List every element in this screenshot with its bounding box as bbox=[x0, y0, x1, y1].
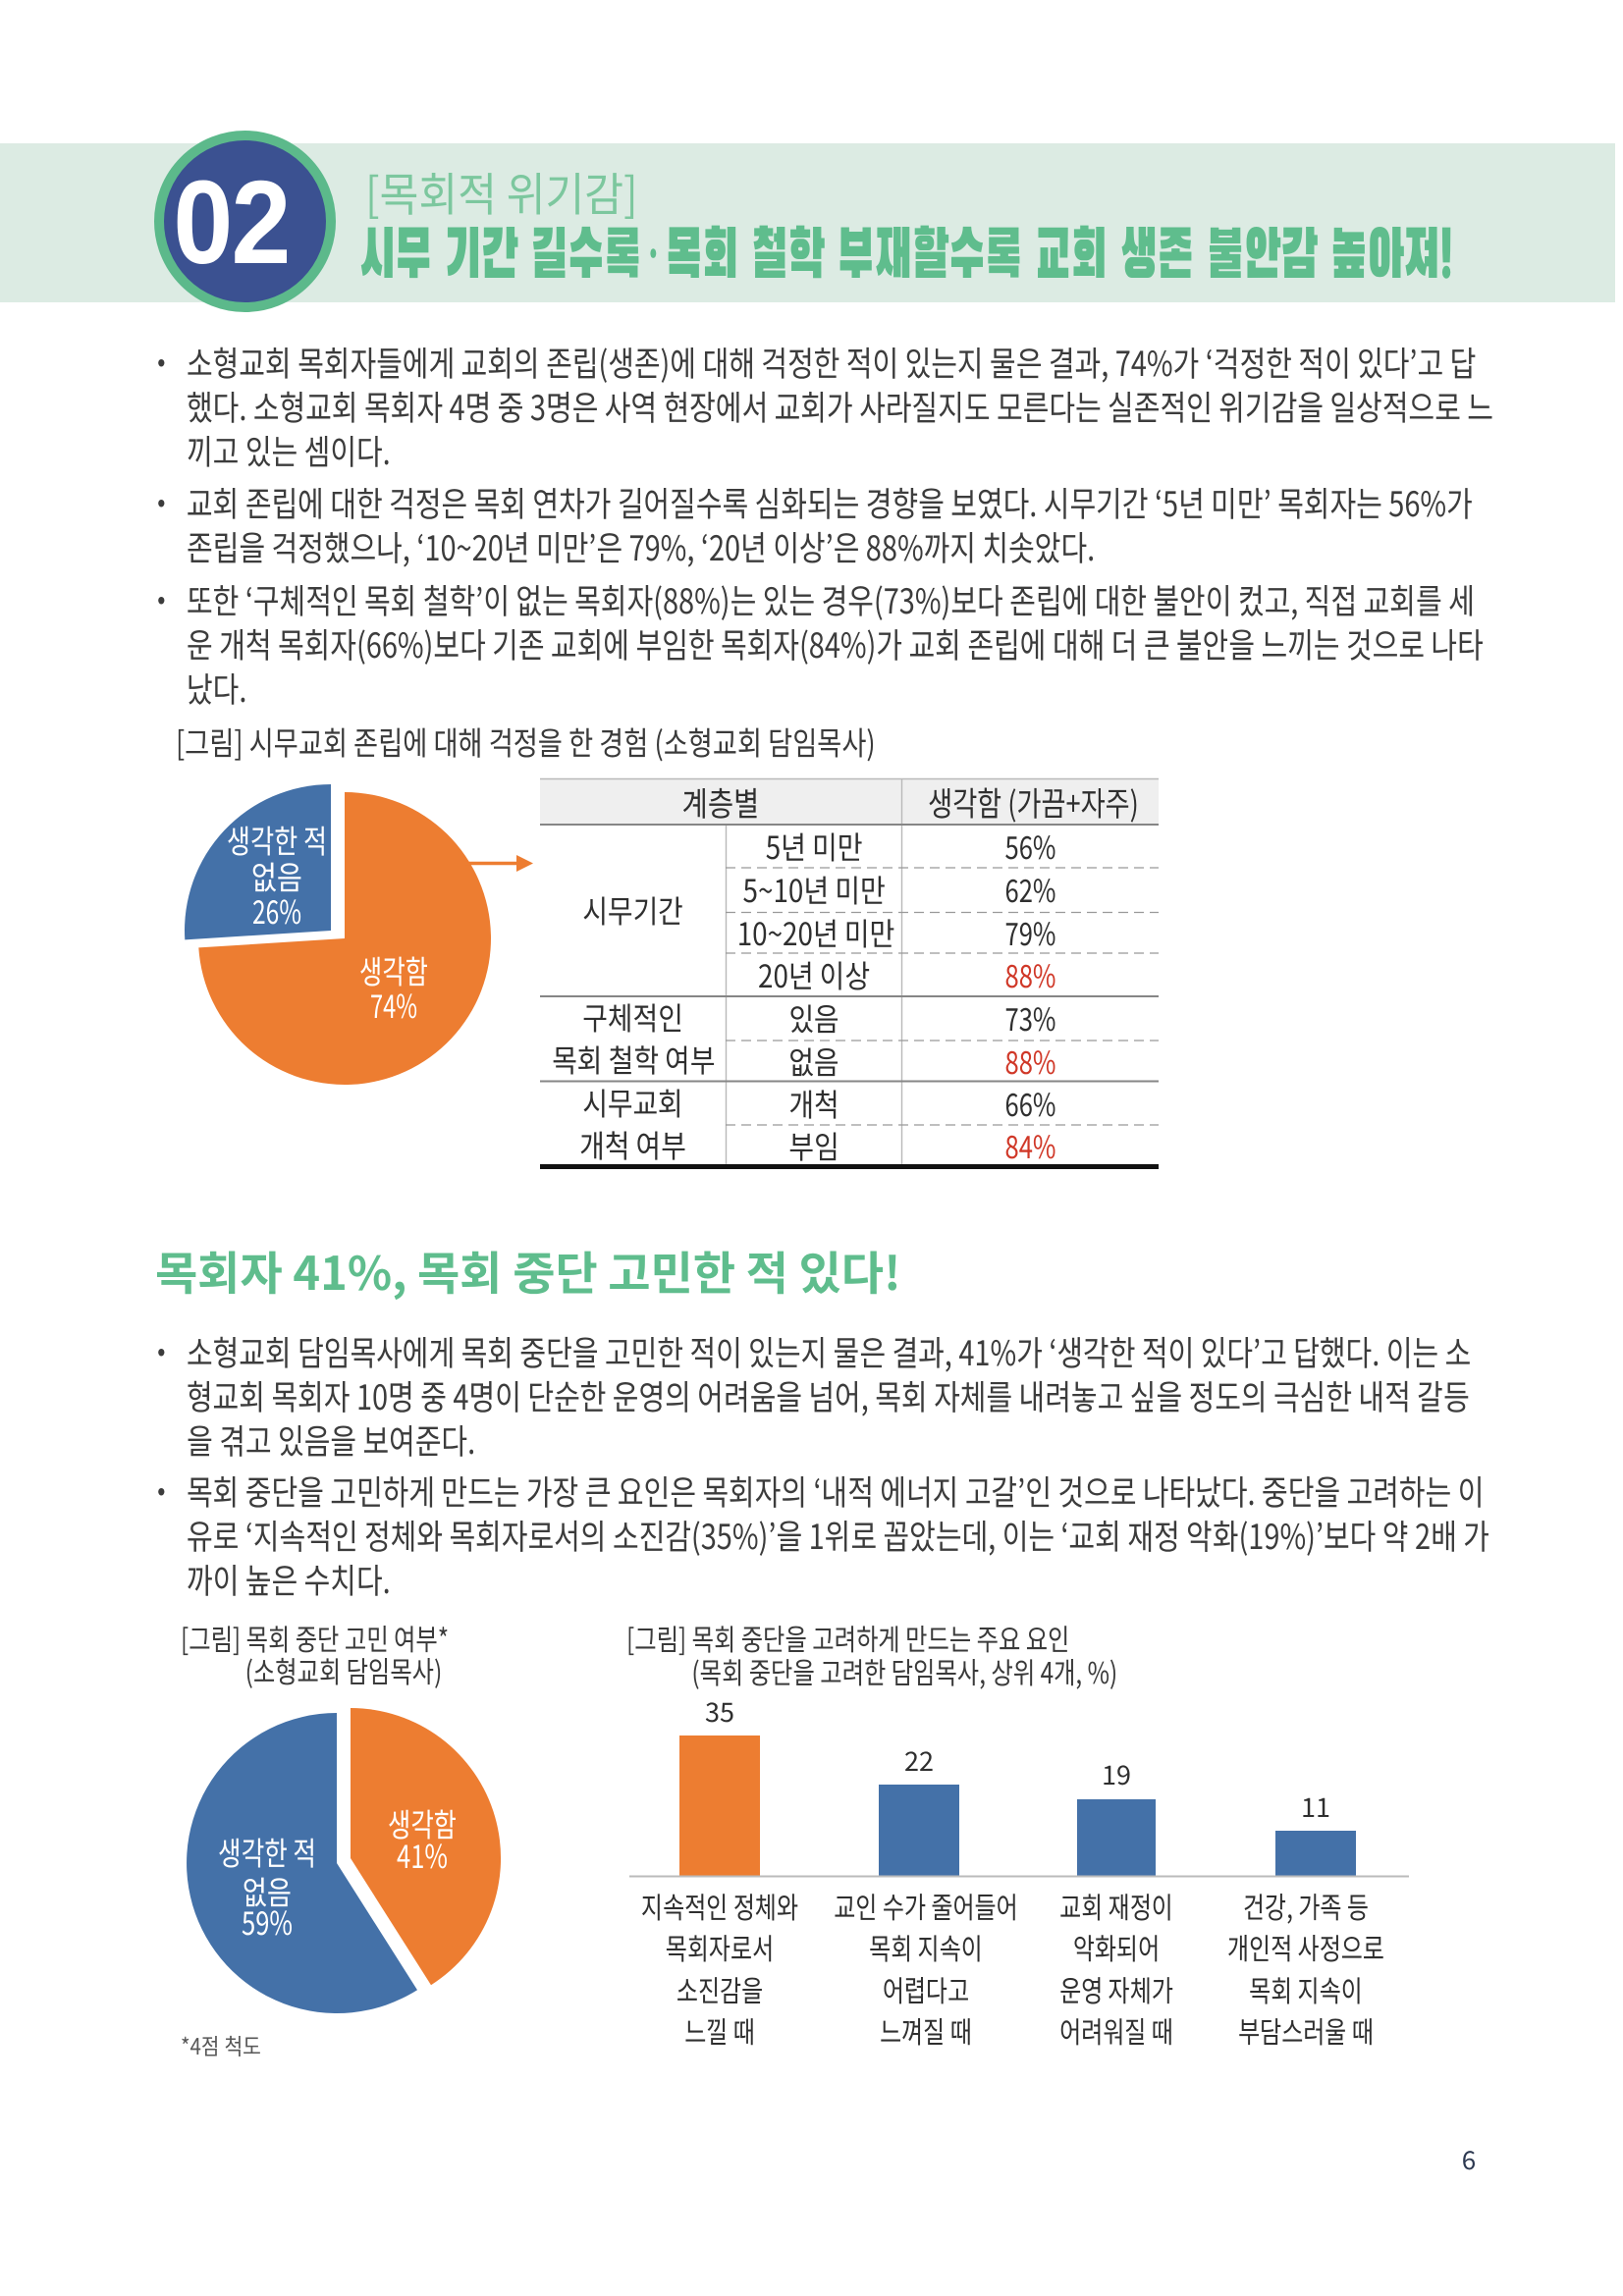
svg-text:59%: 59% bbox=[242, 1897, 293, 1945]
svg-text:없음: 없음 bbox=[251, 852, 302, 899]
svg-text:74%: 74% bbox=[370, 981, 417, 1028]
svg-text:생각함: 생각함 bbox=[359, 946, 428, 993]
svg-text:없음: 없음 bbox=[243, 1867, 292, 1914]
svg-text:26%: 26% bbox=[252, 886, 301, 934]
svg-text:41%: 41% bbox=[397, 1831, 448, 1878]
svg-text:생각한 적: 생각한 적 bbox=[227, 816, 327, 863]
svg-text:생각함: 생각함 bbox=[388, 1799, 457, 1846]
svg-text:생각한 적: 생각한 적 bbox=[218, 1828, 316, 1875]
